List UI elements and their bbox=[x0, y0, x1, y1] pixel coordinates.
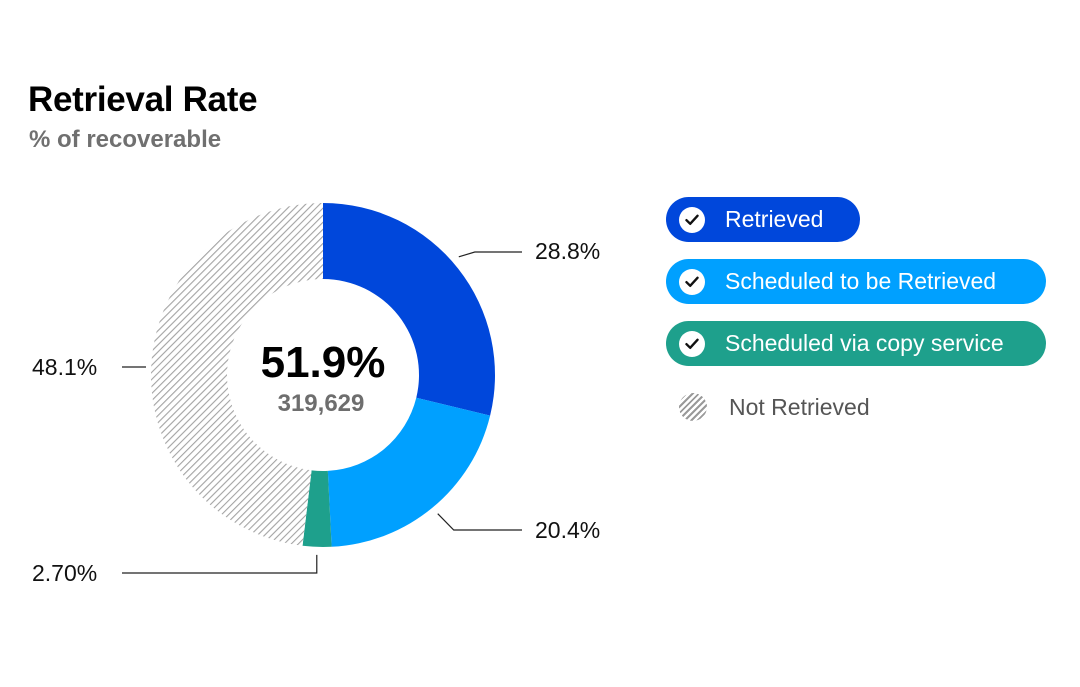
slice-scheduled bbox=[327, 397, 491, 547]
slice-label-copy-service: 2.70% bbox=[32, 560, 97, 586]
donut-chart: 28.8% 20.4% 2.70% 48.1% 51.9% 319,629 bbox=[32, 203, 600, 586]
center-count: 319,629 bbox=[278, 390, 365, 417]
center-percentage: 51.9% bbox=[261, 338, 386, 387]
hatch-swatch-icon bbox=[679, 393, 707, 421]
leader-line bbox=[458, 251, 522, 258]
legend-label-copy-service: Scheduled via copy service bbox=[725, 330, 1004, 356]
leader-line bbox=[437, 513, 522, 531]
slice-label-retrieved: 28.8% bbox=[535, 238, 600, 264]
legend: Retrieved Scheduled to be Retrieved Sche… bbox=[666, 0, 1066, 687]
slice-label-scheduled: 20.4% bbox=[535, 517, 600, 543]
chart-title: Retrieval Rate bbox=[28, 80, 258, 119]
slice-label-not-retrieved: 48.1% bbox=[32, 354, 97, 380]
legend-item-scheduled[interactable]: Scheduled to be Retrieved bbox=[666, 259, 1046, 304]
slice-not-retrieved bbox=[150, 203, 323, 546]
leader-line bbox=[122, 554, 318, 574]
legend-item-retrieved[interactable]: Retrieved bbox=[666, 197, 860, 242]
legend-label-not-retrieved: Not Retrieved bbox=[729, 393, 870, 420]
chart-subtitle: % of recoverable bbox=[29, 126, 222, 153]
legend-item-not-retrieved[interactable]: Not Retrieved bbox=[679, 393, 870, 421]
check-icon bbox=[679, 268, 705, 295]
legend-label-scheduled: Scheduled to be Retrieved bbox=[725, 268, 997, 294]
slice-copy-service bbox=[302, 470, 332, 547]
check-icon bbox=[679, 330, 705, 357]
slice-retrieved bbox=[323, 203, 495, 416]
legend-label-retrieved: Retrieved bbox=[725, 206, 824, 232]
legend-item-copy-service[interactable]: Scheduled via copy service bbox=[666, 321, 1046, 366]
check-icon bbox=[679, 206, 705, 233]
